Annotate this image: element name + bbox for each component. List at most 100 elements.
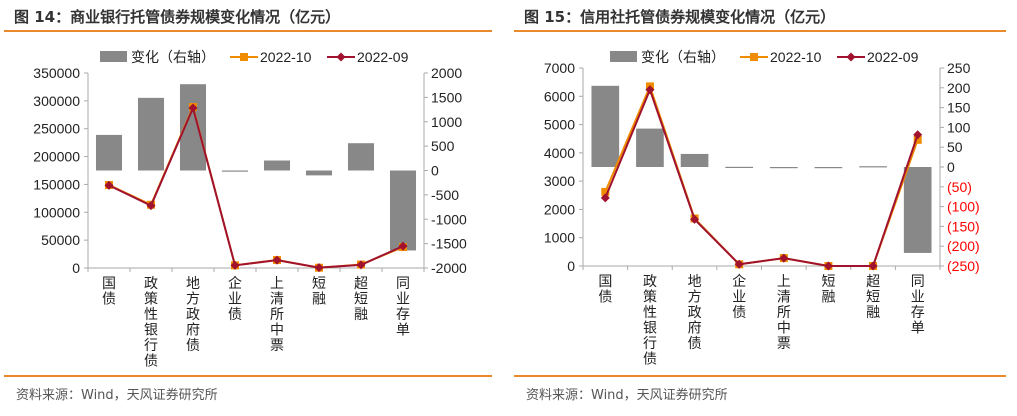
line-2022-09 bbox=[108, 104, 404, 269]
right-tick-label: 200 bbox=[947, 80, 971, 96]
point-2022-09 bbox=[734, 259, 744, 269]
category-label: 超短融 bbox=[354, 275, 368, 322]
legend-label: 变化（右轴） bbox=[131, 49, 215, 65]
point-2022-09 bbox=[188, 103, 198, 113]
point-2022-09 bbox=[104, 180, 114, 190]
right-tick-label: 250 bbox=[947, 60, 971, 76]
right-tick-label: -500 bbox=[431, 187, 459, 203]
bar-change bbox=[680, 153, 709, 167]
category-label: 企业债 bbox=[228, 275, 242, 322]
legend-marker bbox=[240, 53, 248, 61]
bar-change bbox=[769, 167, 798, 169]
left-tick-label: 7000 bbox=[544, 60, 575, 76]
left-tick-label: 150000 bbox=[33, 176, 80, 192]
source-note: 资料来源：Wind，天风证券研究所 bbox=[16, 388, 218, 403]
category-label: 政策性银行债 bbox=[643, 273, 657, 367]
right-tick-label: 2000 bbox=[431, 65, 462, 81]
bar-change bbox=[305, 170, 333, 176]
category-label: 政策性银行债 bbox=[144, 275, 158, 369]
chart-panel-15: 图 15：信用社托管债券规模变化情况（亿元） 0 1000 2000 3000 4000… bbox=[510, 0, 1017, 416]
title-divider bbox=[514, 30, 1006, 32]
left-tick-label: 2000 bbox=[544, 201, 575, 217]
legend-marker bbox=[750, 53, 758, 61]
point-2022-09 bbox=[398, 241, 408, 251]
point-2022-10 bbox=[913, 135, 922, 144]
point-2022-10 bbox=[601, 187, 610, 196]
line-2022-09 bbox=[604, 86, 919, 267]
point-2022-09 bbox=[600, 193, 610, 203]
category-label: 短融 bbox=[312, 275, 326, 307]
right-tick-label: 0 bbox=[947, 159, 955, 175]
left-tick-label: 1000 bbox=[544, 230, 575, 246]
category-label: 同业存单 bbox=[911, 273, 925, 336]
title-divider bbox=[4, 30, 492, 32]
right-tick-label: (200) bbox=[947, 238, 980, 254]
bar-change bbox=[859, 166, 887, 168]
bar-change bbox=[591, 85, 620, 167]
left-tick-label: 0 bbox=[567, 258, 575, 274]
bar-change bbox=[347, 143, 375, 171]
chart-panel-14: 图 14：商业银行托管债券规模变化情况（亿元） 0 50000 100000 1500… bbox=[0, 0, 505, 416]
right-tick-label: (50) bbox=[947, 179, 972, 195]
legend-label: 2022-10 bbox=[770, 49, 822, 65]
legend-label: 2022-09 bbox=[867, 49, 919, 65]
right-tick-label: -1500 bbox=[431, 236, 467, 252]
category-label: 国债 bbox=[598, 273, 612, 305]
legend-marker bbox=[336, 52, 346, 62]
point-2022-09 bbox=[230, 260, 240, 270]
chart-15: 01000200030004000500060007000(250)(200)(… bbox=[544, 49, 980, 367]
source-divider bbox=[4, 375, 492, 377]
bar-change bbox=[221, 170, 249, 172]
right-tick-label: 1500 bbox=[431, 89, 462, 105]
right-tick-label: -2000 bbox=[431, 260, 467, 276]
right-tick-label: (250) bbox=[947, 258, 980, 274]
source-note: 资料来源：Wind，天风证券研究所 bbox=[526, 388, 728, 403]
right-tick-label: 0 bbox=[431, 163, 439, 179]
point-2022-09 bbox=[690, 214, 700, 224]
bar-change bbox=[903, 167, 932, 253]
point-2022-09 bbox=[913, 130, 923, 140]
category-label: 超短融 bbox=[866, 273, 880, 320]
right-tick-label: 100 bbox=[947, 119, 971, 135]
category-label: 地方政府债 bbox=[186, 275, 200, 353]
point-2022-09 bbox=[146, 201, 156, 211]
point-2022-09 bbox=[645, 85, 655, 95]
point-2022-09 bbox=[314, 263, 324, 273]
category-label: 地方政府债 bbox=[688, 273, 702, 351]
point-2022-09 bbox=[779, 253, 789, 263]
bar-change bbox=[636, 128, 664, 167]
chart-title: 图 15：信用社托管债券规模变化情况（亿元） bbox=[524, 8, 836, 26]
left-tick-label: 4000 bbox=[544, 145, 575, 161]
line-2022-10 bbox=[604, 83, 919, 267]
legend-swatch-bar bbox=[100, 51, 127, 62]
left-tick-label: 0 bbox=[72, 260, 80, 276]
category-label: 企业债 bbox=[732, 273, 746, 320]
category-label: 短融 bbox=[821, 273, 835, 305]
right-tick-label: 50 bbox=[947, 139, 963, 155]
category-label: 国债 bbox=[102, 275, 116, 307]
left-tick-label: 100000 bbox=[33, 204, 80, 220]
bar-change bbox=[137, 97, 165, 171]
left-tick-label: 200000 bbox=[33, 149, 80, 165]
right-tick-label: 150 bbox=[947, 100, 971, 116]
point-2022-09 bbox=[823, 261, 833, 271]
left-tick-label: 300000 bbox=[33, 93, 80, 109]
bar-change bbox=[263, 160, 291, 171]
legend-label: 变化（右轴） bbox=[641, 49, 725, 65]
source-divider bbox=[514, 375, 1006, 377]
point-2022-09 bbox=[272, 255, 282, 265]
left-tick-label: 50000 bbox=[41, 232, 80, 248]
category-label: 上清所中票 bbox=[777, 273, 791, 351]
chart-title: 图 14：商业银行托管债券规模变化情况（亿元） bbox=[14, 8, 341, 26]
bar-change bbox=[725, 166, 754, 169]
left-tick-label: 350000 bbox=[33, 65, 80, 81]
bar-change bbox=[95, 134, 123, 171]
chart-14: 0 50000 100000 150000 200000 250000 300000 3500… bbox=[33, 49, 467, 369]
left-tick-label: 250000 bbox=[33, 121, 80, 137]
right-tick-label: -1000 bbox=[431, 211, 467, 227]
point-2022-09 bbox=[356, 260, 366, 270]
category-label: 上清所中票 bbox=[270, 275, 284, 353]
legend-swatch-bar bbox=[610, 51, 637, 62]
left-tick-label: 3000 bbox=[544, 173, 575, 189]
left-tick-label: 6000 bbox=[544, 88, 575, 104]
